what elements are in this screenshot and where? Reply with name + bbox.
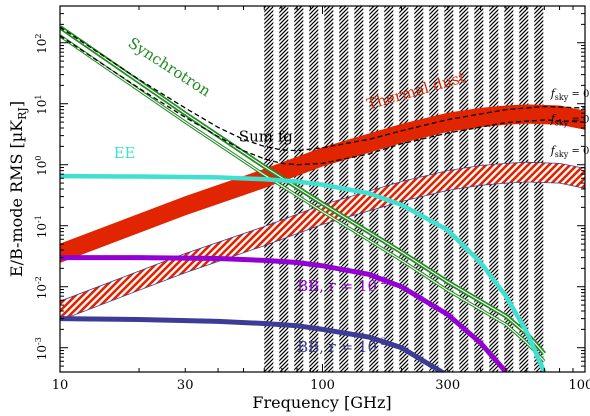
x-tick-label-1: 30 xyxy=(177,378,194,393)
y-axis-label-end: ] xyxy=(7,101,26,107)
y-tick-label-1-exp: -2 xyxy=(34,276,43,284)
sum-fg-line-low xyxy=(60,35,585,166)
bb-r-1e-2-line xyxy=(60,255,508,372)
synchrotron-line-inner-0 xyxy=(60,26,545,354)
fsky-annotation-2: fsky = 0.13 xyxy=(550,144,590,159)
synchrotron-line-inner-1 xyxy=(60,35,545,362)
fsky-annotation-0-value: = 0.93 xyxy=(568,89,590,100)
y-tick-label-5-base: 10 xyxy=(35,39,49,54)
dust-band-fsky-013 xyxy=(60,161,585,321)
bb-r-1e-2-label: BB, r = 10-2 xyxy=(297,276,387,295)
y-tick-label-4-base: 10 xyxy=(35,100,49,115)
y-axis-label-sub: RJ xyxy=(16,107,29,120)
fsky-annotation-1-value: = 0.73 xyxy=(568,115,590,126)
frequency-band-15 xyxy=(489,6,499,372)
line-layer xyxy=(60,25,585,372)
bb-r-1e-3-label-exp: -3 xyxy=(377,337,387,348)
y-tick-label-5: 102 xyxy=(34,34,49,54)
y-tick-label-2: 10-1 xyxy=(34,215,49,238)
frequency-band-17 xyxy=(519,6,529,372)
y-tick-label-2-exp: -1 xyxy=(34,215,43,223)
fsky-annotation-2-f: f xyxy=(550,144,557,157)
y-axis-label-main: E/B-mode RMS [µK xyxy=(7,119,26,277)
x-tick-label-0: 10 xyxy=(52,378,69,393)
sum-fg-label: Sum fg xyxy=(239,128,293,146)
frequency-band-18 xyxy=(534,6,544,372)
ee-label-text: EE xyxy=(114,144,136,162)
ee-label: EE xyxy=(114,144,136,162)
frequency-band-0 xyxy=(264,6,274,372)
fsky-annotation-1-f: f xyxy=(550,113,557,126)
sum-fg-label-text: Sum fg xyxy=(239,128,293,146)
frequency-band-14 xyxy=(474,6,484,372)
y-tick-label-3-exp: 0 xyxy=(34,156,43,161)
x-axis-label: Frequency [GHz] xyxy=(252,393,391,412)
bb-r-1e-3-line xyxy=(60,316,447,372)
y-tick-label-5-exp: 2 xyxy=(34,34,43,39)
bb-r-1e-2-label-exp: -2 xyxy=(377,276,387,287)
frequency-band-3 xyxy=(309,6,319,372)
bb-r-1e-2-label-text: BB, r = 10 xyxy=(297,277,377,295)
frequency-band-16 xyxy=(504,6,514,372)
frequency-band-7 xyxy=(369,6,379,372)
fsky-annotation-0-sub: sky xyxy=(555,93,569,102)
frequency-band-13 xyxy=(459,6,469,372)
y-tick-label-0-exp: -3 xyxy=(34,337,43,345)
x-tick-label-4: 1000 xyxy=(568,378,590,393)
y-tick-label-3-base: 10 xyxy=(35,161,49,176)
y-axis-label: E/B-mode RMS [µKRJ] xyxy=(7,101,29,277)
fsky-annotation-2-value: = 0.13 xyxy=(568,146,590,157)
fsky-annotation-1-sub: sky xyxy=(555,119,569,128)
x-tick-label-2: 100 xyxy=(310,378,335,393)
fsky-annotation-1: fsky = 0.73 xyxy=(550,113,590,128)
y-tick-label-3: 100 xyxy=(34,156,49,176)
y-tick-label-2-base: 10 xyxy=(35,223,49,238)
bb-r-1e-3-label: BB, r = 10-3 xyxy=(297,337,387,356)
frequency-band-4 xyxy=(324,6,334,372)
ee-line xyxy=(60,173,547,372)
fsky-annotation-0-f: f xyxy=(550,87,557,100)
y-tick-label-0-base: 10 xyxy=(35,345,49,360)
sum-fg-line-high xyxy=(60,26,585,152)
y-tick-label-1-base: 10 xyxy=(35,284,49,299)
y-tick-label-4-exp: 1 xyxy=(34,95,43,100)
frequency-band-6 xyxy=(354,6,364,372)
y-tick-label-4: 101 xyxy=(34,95,49,115)
fsky-annotation-0: fsky = 0.93 xyxy=(550,87,590,102)
y-tick-label-0: 10-3 xyxy=(34,337,49,360)
fsky-annotation-2-sub: sky xyxy=(555,150,569,159)
x-tick-label-3: 300 xyxy=(435,378,460,393)
bb-r-1e-3-label-text: BB, r = 10 xyxy=(297,338,377,356)
y-tick-label-1: 10-2 xyxy=(34,276,49,299)
